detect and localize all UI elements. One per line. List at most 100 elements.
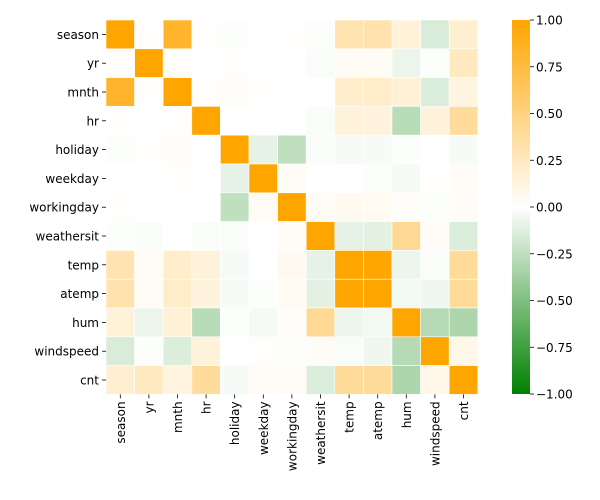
heatmap-cell — [391, 77, 421, 107]
heatmap-cell — [420, 48, 450, 78]
heatmap-cell — [391, 192, 421, 222]
heatmap-cell — [134, 307, 164, 338]
heatmap-cell — [191, 134, 221, 165]
heatmap-cell — [162, 19, 193, 50]
heatmap-cell — [448, 278, 479, 309]
heatmap-cell — [363, 163, 393, 194]
heatmap-cell — [134, 250, 164, 280]
heatmap-cell — [363, 106, 393, 136]
heatmap-cell — [448, 192, 479, 222]
colorbar-tick-label: 0.00 — [536, 201, 563, 215]
y-axis: season yr mnth hr holiday weekday workingday we… — [29, 28, 106, 388]
heatmap-cell — [134, 192, 164, 222]
heatmap-cell — [363, 134, 393, 165]
colorbar-tick-label: −0.25 — [536, 247, 573, 261]
heatmap-cell — [220, 278, 250, 309]
heatmap-cell — [105, 192, 135, 222]
heatmap-cell — [191, 77, 221, 107]
y-tick-label: cnt — [80, 374, 99, 388]
heatmap-cell — [448, 221, 479, 251]
heatmap-cell — [334, 278, 364, 309]
x-tick-label: season — [114, 401, 128, 443]
x-tick-label: weathersit — [314, 401, 328, 465]
heatmap-cell — [420, 365, 450, 395]
heatmap-cell — [420, 250, 450, 280]
x-tick-label: weekday — [257, 401, 271, 455]
heatmap-cell — [220, 19, 250, 50]
heatmap-cell — [277, 221, 307, 251]
heatmap-cell — [191, 250, 221, 280]
heatmap-cell — [105, 19, 135, 50]
colorbar-tick-label: −0.75 — [536, 341, 573, 355]
heatmap-cell — [334, 77, 364, 107]
x-tick-label: atemp — [371, 401, 385, 440]
y-tick-label: workingday — [29, 201, 99, 215]
heatmap-cell — [448, 106, 479, 136]
heatmap-cell — [134, 106, 164, 136]
y-tick-label: season — [57, 28, 99, 42]
heatmap-cell — [448, 163, 479, 194]
heatmap-cell — [420, 192, 450, 222]
heatmap-cell — [105, 250, 135, 280]
heatmap-cell — [191, 106, 221, 136]
colorbar-tick-label: 0.75 — [536, 60, 563, 74]
heatmap-cell — [420, 134, 450, 165]
heatmap-cell — [448, 250, 479, 280]
heatmap-cell — [191, 163, 221, 194]
heatmap-cell — [162, 307, 193, 338]
heatmap-cell — [363, 221, 393, 251]
y-tick-label: hr — [86, 114, 99, 128]
colorbar-gradient — [512, 20, 530, 394]
heatmap-cell — [105, 163, 135, 194]
heatmap-cell — [277, 77, 307, 107]
heatmap-cell — [134, 134, 164, 165]
heatmap-cell — [277, 336, 307, 366]
heatmap-cell — [277, 19, 307, 50]
heatmap-cell — [391, 250, 421, 280]
heatmap-cell — [420, 336, 450, 366]
x-tick-label: cnt — [457, 401, 471, 420]
heatmap-cell — [191, 192, 221, 222]
colorbar: 1.00 0.75 0.50 0.25 0.00 −0.25 −0.50 −0.75 −1.00 — [512, 14, 573, 402]
heatmap-cell — [162, 192, 193, 222]
heatmap-cell — [162, 278, 193, 309]
heatmap-cells — [105, 19, 479, 395]
heatmap-cell — [162, 250, 193, 280]
heatmap-cell — [391, 336, 421, 366]
heatmap-cell — [162, 106, 193, 136]
heatmap-cell — [363, 250, 393, 280]
heatmap-cell — [363, 77, 393, 107]
heatmap-cell — [162, 163, 193, 194]
heatmap-cell — [191, 48, 221, 78]
heatmap-cell — [363, 278, 393, 309]
heatmap-cell — [248, 19, 278, 50]
y-tick-label: mnth — [67, 86, 99, 100]
heatmap-cell — [162, 48, 193, 78]
heatmap-cell — [134, 365, 164, 395]
y-tick-label: weathersit — [36, 230, 100, 244]
heatmap-cell — [105, 365, 135, 395]
heatmap-cell — [363, 307, 393, 338]
y-tick-label: atemp — [60, 287, 99, 301]
heatmap-cell — [248, 192, 278, 222]
x-tick-label: hum — [400, 401, 414, 428]
heatmap-cell — [334, 250, 364, 280]
heatmap-cell — [134, 77, 164, 107]
heatmap-cell — [105, 278, 135, 309]
y-tick-label: yr — [87, 57, 99, 71]
heatmap-cell — [334, 48, 364, 78]
heatmap-cell — [248, 48, 278, 78]
x-axis: season yr mnth hr holiday weekday workingday we… — [114, 394, 471, 471]
colorbar-tick-label: −1.00 — [536, 388, 573, 402]
heatmap-cell — [277, 278, 307, 309]
heatmap-cell — [220, 192, 250, 222]
heatmap-cell — [277, 48, 307, 78]
heatmap-cell — [448, 77, 479, 107]
heatmap-cell — [391, 307, 421, 338]
heatmap-cell — [363, 192, 393, 222]
heatmap-cell — [363, 19, 393, 50]
heatmap-cell — [305, 192, 336, 222]
heatmap-cell — [305, 19, 336, 50]
heatmap-cell — [391, 221, 421, 251]
